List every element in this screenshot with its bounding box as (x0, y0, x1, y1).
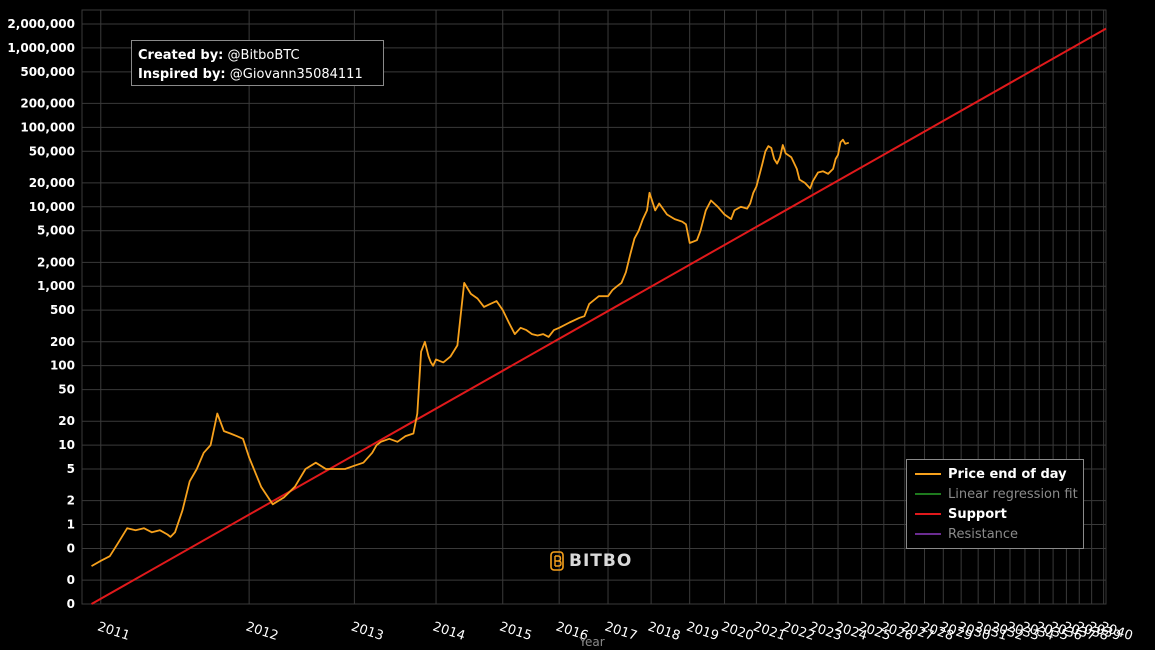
inspired-by-label: Inspired by: (138, 67, 226, 82)
x-tick-label: 2015 (498, 620, 534, 644)
bitbo-watermark: BITBO (550, 551, 632, 571)
x-tick-label: 2019 (684, 620, 720, 644)
x-axis-tick-labels: 2011 2012 2013 2014 2015 2016 2017 2018 20192020… (96, 620, 1135, 644)
y-tick-label: 5 (67, 462, 75, 476)
x-axis-label: Year (578, 635, 604, 649)
legend-item-linear-regression-fit[interactable]: Linear regression fit (915, 484, 1083, 504)
y-tick-label: 2,000,000 (7, 17, 75, 31)
y-tick-label: 2,000 (37, 255, 75, 269)
series-layer (91, 27, 1107, 605)
y-tick-label: 1,000 (37, 279, 75, 293)
y-tick-label: 200 (50, 335, 75, 349)
x-tick-label: 2012 (244, 620, 280, 644)
x-tick-label: 2018 (646, 620, 682, 644)
legend-item-resistance[interactable]: Resistance (915, 524, 1083, 544)
legend-swatch (915, 473, 941, 475)
legend-label: Resistance (948, 526, 1019, 542)
inspired-by-value[interactable]: @Giovann35084111 (229, 67, 363, 82)
legend-label: Price end of day (948, 466, 1067, 482)
x-tick-label: 2017 (603, 620, 639, 644)
created-by-line: Created by: @BitboBTC (138, 46, 377, 65)
legend-label: Support (948, 506, 1007, 522)
watermark-text: BITBO (569, 551, 633, 571)
y-tick-label: 200,000 (20, 96, 75, 110)
x-tick-label: 2013 (349, 620, 385, 644)
y-tick-label: 50 (58, 383, 75, 397)
legend-item-support[interactable]: Support (915, 504, 1083, 524)
price-line (91, 138, 850, 567)
bitbo-logo-icon (550, 551, 564, 571)
support-line (91, 27, 1107, 605)
y-tick-label: 100,000 (20, 120, 75, 134)
y-tick-label: 10,000 (29, 200, 75, 214)
x-tick-label: 2011 (96, 620, 132, 644)
y-tick-label: 20,000 (29, 176, 75, 190)
y-tick-label: 2 (67, 494, 75, 508)
credits-box: Created by: @BitboBTC Inspired by: @Giov… (131, 40, 384, 86)
created-by-value[interactable]: @BitboBTC (227, 48, 300, 63)
created-by-label: Created by: (138, 48, 224, 63)
y-tick-label: 500,000 (20, 65, 75, 79)
y-tick-label: 500 (50, 303, 75, 317)
gridlines (81, 9, 1107, 605)
y-tick-label: 5,000 (37, 224, 75, 238)
inspired-by-line: Inspired by: @Giovann35084111 (138, 65, 377, 84)
legend-swatch (915, 493, 941, 495)
legend: Price end of day Linear regression fit Sup… (906, 459, 1084, 549)
legend-label: Linear regression fit (948, 486, 1078, 502)
legend-swatch (915, 513, 941, 515)
y-tick-label: 0 (67, 541, 75, 555)
legend-item-price-end-of-day[interactable]: Price end of day (915, 464, 1083, 484)
y-tick-label: 100 (50, 359, 75, 373)
y-tick-label: 0 (67, 573, 75, 587)
x-tick-label: 2014 (431, 620, 467, 644)
y-tick-label: 0 (67, 597, 75, 611)
y-tick-label: 10 (58, 438, 75, 452)
y-tick-label: 20 (58, 414, 75, 428)
x-tick-label: 2020 (719, 620, 755, 644)
y-tick-label: 50,000 (29, 144, 75, 158)
legend-swatch (915, 533, 941, 535)
y-tick-label: 1 (67, 518, 75, 532)
y-axis-tick-labels: 2,000,000 1,000,000 500,000 200,000 100,000 5… (7, 17, 75, 611)
y-tick-label: 1,000,000 (7, 41, 75, 55)
